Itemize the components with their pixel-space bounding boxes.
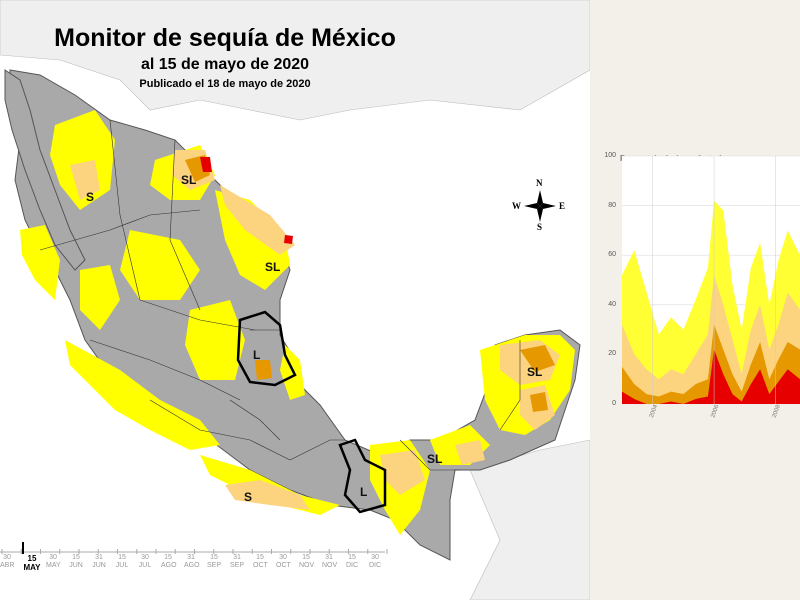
timeline-month-label[interactable]: 31 NOV [322, 554, 338, 569]
chart-area-series-3 [622, 349, 800, 404]
timeline-month-label[interactable]: 15 SEP [207, 554, 222, 569]
chart-y-tick-label: 40 [608, 300, 616, 308]
timeline-month-label[interactable]: 15 JUL [115, 554, 129, 569]
map-date: al 15 de mayo de 2020 [140, 56, 310, 73]
timeline-month-label[interactable]: 15 OCT [253, 554, 268, 569]
compass-west: W [512, 201, 521, 211]
chart-x-tick-label: 2006 [710, 403, 720, 418]
region-label: SL [265, 260, 281, 274]
timeline-month-label[interactable]: 30 OCT [276, 554, 291, 569]
area-chart: 2004 2006 2008 [622, 155, 800, 419]
chart-x-tick-label: 2008 [772, 403, 782, 418]
drought-d3-regions [200, 157, 293, 244]
timeline-month-label[interactable]: 30 JUL [138, 554, 152, 569]
timeline-month-label[interactable]: 31 SEP [230, 554, 245, 569]
chart-y-tick-label: 80 [608, 201, 616, 209]
region-label: L [253, 348, 261, 362]
region-label: S [86, 190, 95, 204]
region-label: L [360, 485, 368, 499]
map-panel: Monitor de sequía de México al 15 de may… [0, 0, 590, 600]
timeline-month-label[interactable]: 15 JUN [69, 554, 83, 569]
timeline-month-label[interactable]: 30 DIC [368, 554, 382, 569]
chart-y-tick-label: 60 [608, 251, 616, 259]
region-label: S [244, 490, 253, 504]
region-label: SL [527, 365, 543, 379]
timeline-month-label[interactable]: 30 ABR [0, 554, 15, 569]
impact-outline-l-south [338, 438, 387, 514]
map-published-date: Publicado el 18 de mayo de 2020 [139, 78, 311, 90]
chart-y-tick-label: 20 [608, 350, 616, 358]
chart-y-tick-label: 0 [612, 400, 616, 407]
region-label: SL [181, 173, 197, 187]
chart-y-tick-label: 100 [604, 152, 616, 159]
map-title: Monitor de sequía de México [54, 24, 396, 52]
central-america-land [469, 439, 590, 600]
compass-north: N [536, 178, 543, 188]
impact-outline-l-north [236, 310, 297, 387]
region-label: SL [427, 452, 443, 466]
usa-land [0, 0, 590, 121]
timeline-month-label[interactable]: 15 MAY [23, 554, 41, 572]
baja-california [4, 69, 86, 271]
timeline-month-label[interactable]: 15 AGO [161, 554, 177, 569]
timeline-month-label[interactable]: 30 MAY [46, 554, 61, 569]
chart-x-tick-label: 2004 [649, 403, 659, 418]
compass-south: S [537, 222, 543, 232]
state-boundaries [39, 119, 521, 471]
timeline-month-label[interactable]: 15 NOV [299, 554, 315, 569]
chart-panel: Porcentaje de área afectada con sequ 200… [600, 140, 800, 440]
timeline-slider[interactable]: 30 ABR 15 MAY 30 MAY 15 JUN 31 JUN 15 JUL 30 J… [0, 540, 390, 580]
timeline-month-label[interactable]: 15 DIC [345, 554, 359, 569]
drought-map [0, 0, 590, 600]
compass-rose [524, 190, 556, 222]
compass-east: E [559, 201, 566, 211]
timeline-month-label[interactable]: 31 JUN [92, 554, 106, 569]
timeline-month-label[interactable]: 31 AGO [184, 554, 200, 569]
timeline-axis [0, 542, 388, 554]
